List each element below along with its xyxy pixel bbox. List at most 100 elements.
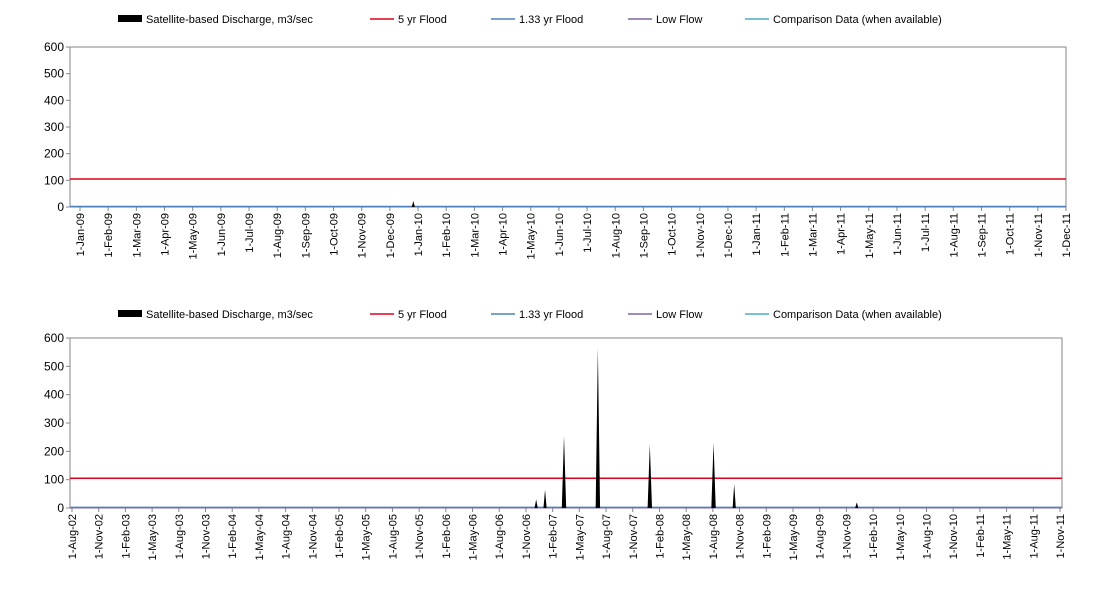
discharge-spike — [711, 442, 716, 508]
x-tick-label: 1-Jul-10 — [582, 213, 594, 253]
x-tick-label: 1-May-05 — [361, 514, 373, 560]
x-tick-label: 1-Mar-09 — [131, 213, 143, 258]
y-tick-label: 200 — [44, 444, 64, 458]
discharge-chart-2009-2011: Satellite-based Discharge, m3/sec 5 yr Fl… — [44, 14, 1073, 259]
x-tick-label: 1-Feb-09 — [761, 514, 773, 559]
x-tick-label: 1-Aug-11 — [1028, 514, 1040, 558]
x-tick-label: 1-May-11 — [1002, 514, 1014, 560]
x-tick-label: 1-Nov-08 — [735, 514, 747, 559]
x-tick-label: 1-Oct-10 — [667, 213, 679, 256]
x-tick-label: 1-May-09 — [788, 514, 800, 560]
x-tick-label: 1-Apr-09 — [160, 213, 172, 256]
x-tick-label: 1-May-09 — [188, 213, 200, 259]
discharge-spike — [561, 435, 567, 508]
x-tick-label: 1-May-07 — [574, 514, 586, 560]
x-tick-label: 1-Nov-03 — [201, 514, 213, 559]
x-tick-label: 1-Nov-11 — [1033, 213, 1045, 257]
x-tick-label: 1-Feb-03 — [120, 514, 132, 559]
x-tick-label: 1-Aug-08 — [708, 514, 720, 559]
legend-swatch-satellite — [118, 15, 142, 22]
legend-label-satellite: Satellite-based Discharge, m3/sec — [146, 309, 313, 321]
y-tick-label: 600 — [44, 40, 64, 54]
y-tick-label: 400 — [44, 93, 64, 107]
x-tick-label: 1-Dec-09 — [385, 213, 397, 258]
x-tick-label: 1-Sep-11 — [976, 213, 988, 257]
legend-label-comparison: Comparison Data (when available) — [773, 309, 942, 321]
x-tick-label: 1-Nov-05 — [414, 514, 426, 559]
x-tick-label: 1-Jul-09 — [244, 213, 256, 253]
x-tick-label: 1-Nov-10 — [695, 213, 707, 258]
x-tick-label: 1-Apr-11 — [836, 213, 848, 255]
x-tick-label: 1-Feb-09 — [103, 213, 115, 258]
x-tick-label: 1-Aug-10 — [921, 514, 933, 559]
discharge-spike — [855, 502, 859, 508]
x-tick-label: 1-Sep-10 — [638, 213, 650, 258]
plot-area — [69, 337, 1063, 509]
x-tick-label: 1-Jul-11 — [920, 213, 932, 252]
discharge-spike — [647, 444, 653, 508]
x-tick-label: 1-May-03 — [147, 514, 159, 560]
x-tick-label: 1-Oct-09 — [329, 213, 341, 256]
legend-label-flood5: 5 yr Flood — [398, 14, 447, 26]
x-tick-label: 1-May-10 — [895, 514, 907, 560]
x-tick-label: 1-Aug-02 — [67, 514, 79, 559]
x-tick-label: 1-Jun-10 — [554, 213, 566, 256]
x-tick-label: 1-Aug-09 — [272, 213, 284, 258]
x-tick-label: 1-Aug-11 — [948, 213, 960, 257]
y-tick-label: 0 — [57, 200, 64, 214]
x-tick-label: 1-Sep-09 — [300, 213, 312, 258]
x-tick-label: 1-Aug-07 — [601, 514, 613, 559]
legend-label-satellite: Satellite-based Discharge, m3/sec — [146, 14, 313, 26]
x-tick-label: 1-Dec-10 — [723, 213, 735, 258]
x-tick-label: 1-Aug-06 — [494, 514, 506, 559]
discharge-chart-2002-2011: Satellite-based Discharge, m3/sec 5 yr Fl… — [44, 309, 1067, 560]
x-tick-label: 1-Nov-09 — [841, 514, 853, 559]
legend-swatch-satellite — [118, 310, 142, 317]
x-tick-label: 1-Oct-11 — [1005, 213, 1017, 255]
y-tick-label: 300 — [44, 416, 64, 430]
x-tick-label: 1-Feb-11 — [779, 213, 791, 257]
y-tick-label: 500 — [44, 359, 64, 373]
x-tick-label: 1-Nov-06 — [521, 514, 533, 559]
x-tick-label: 1-Nov-07 — [628, 514, 640, 559]
x-tick-label: 1-Feb-06 — [441, 514, 453, 559]
x-tick-label: 1-Nov-09 — [357, 213, 369, 258]
x-tick-label: 1-Jan-09 — [75, 213, 87, 256]
y-tick-label: 200 — [44, 147, 64, 161]
y-tick-label: 400 — [44, 388, 64, 402]
x-tick-label: 1-Feb-05 — [334, 514, 346, 559]
x-tick-label: 1-Feb-04 — [227, 514, 239, 559]
x-tick-label: 1-Aug-09 — [815, 514, 827, 559]
x-tick-label: 1-May-11 — [864, 213, 876, 259]
x-tick-label: 1-Feb-10 — [441, 213, 453, 258]
legend-label-flood5: 5 yr Flood — [398, 309, 447, 321]
y-tick-label: 300 — [44, 120, 64, 134]
x-tick-label: 1-Jan-11 — [751, 213, 763, 256]
discharge-spike — [411, 201, 415, 207]
discharge-spike — [543, 489, 547, 508]
x-tick-label: 1-May-06 — [468, 514, 480, 560]
x-tick-label: 1-Nov-04 — [307, 514, 319, 559]
x-tick-label: 1-Jan-10 — [413, 213, 425, 256]
legend-label-comparison: Comparison Data (when available) — [773, 14, 942, 26]
x-tick-label: 1-Nov-11 — [1055, 514, 1067, 558]
x-tick-label: 1-Feb-08 — [654, 514, 666, 559]
x-tick-label: 1-Feb-07 — [548, 514, 560, 559]
y-tick-label: 500 — [44, 67, 64, 81]
discharge-spike — [595, 347, 601, 508]
x-tick-label: 1-Jun-09 — [216, 213, 228, 256]
discharge-spike — [534, 499, 538, 508]
x-tick-label: 1-Aug-10 — [610, 213, 622, 258]
x-tick-label: 1-Aug-03 — [174, 514, 186, 559]
plot-area — [69, 46, 1067, 208]
x-tick-label: 1-May-10 — [526, 213, 538, 259]
x-tick-label: 1-Aug-05 — [387, 514, 399, 559]
legend-label-lowflow: Low Flow — [656, 14, 703, 26]
x-tick-label: 1-Nov-10 — [948, 514, 960, 559]
x-tick-label: 1-Jun-11 — [892, 213, 904, 256]
x-tick-label: 1-Mar-11 — [807, 213, 819, 257]
y-tick-label: 0 — [57, 501, 64, 515]
y-tick-label: 100 — [44, 173, 64, 187]
y-tick-label: 100 — [44, 473, 64, 487]
